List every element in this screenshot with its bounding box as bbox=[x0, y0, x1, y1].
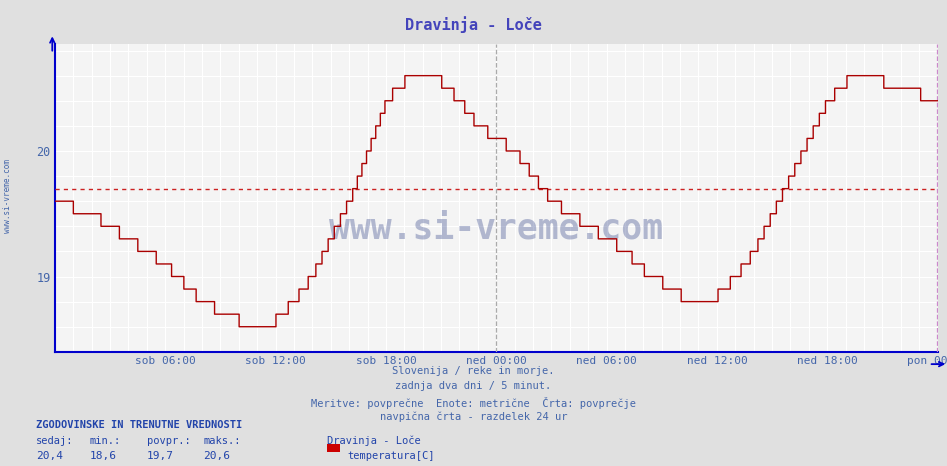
Text: www.si-vreme.com: www.si-vreme.com bbox=[3, 159, 12, 233]
Text: povpr.:: povpr.: bbox=[147, 436, 190, 445]
Text: Dravinja - Loče: Dravinja - Loče bbox=[327, 436, 420, 446]
Text: 20,4: 20,4 bbox=[36, 451, 63, 461]
Text: zadnja dva dni / 5 minut.: zadnja dva dni / 5 minut. bbox=[396, 381, 551, 391]
Text: 19,7: 19,7 bbox=[147, 451, 174, 461]
Text: min.:: min.: bbox=[90, 436, 121, 445]
Text: 18,6: 18,6 bbox=[90, 451, 117, 461]
Text: ZGODOVINSKE IN TRENUTNE VREDNOSTI: ZGODOVINSKE IN TRENUTNE VREDNOSTI bbox=[36, 420, 242, 430]
Text: navpična črta - razdelek 24 ur: navpična črta - razdelek 24 ur bbox=[380, 412, 567, 423]
Text: maks.:: maks.: bbox=[204, 436, 241, 445]
Text: Dravinja - Loče: Dravinja - Loče bbox=[405, 16, 542, 33]
Text: sedaj:: sedaj: bbox=[36, 436, 74, 445]
Text: www.si-vreme.com: www.si-vreme.com bbox=[330, 212, 663, 246]
Text: 20,6: 20,6 bbox=[204, 451, 231, 461]
Text: Slovenija / reke in morje.: Slovenija / reke in morje. bbox=[392, 366, 555, 376]
Text: temperatura[C]: temperatura[C] bbox=[348, 451, 435, 461]
Text: Meritve: povprečne  Enote: metrične  Črta: povprečje: Meritve: povprečne Enote: metrične Črta:… bbox=[311, 397, 636, 409]
